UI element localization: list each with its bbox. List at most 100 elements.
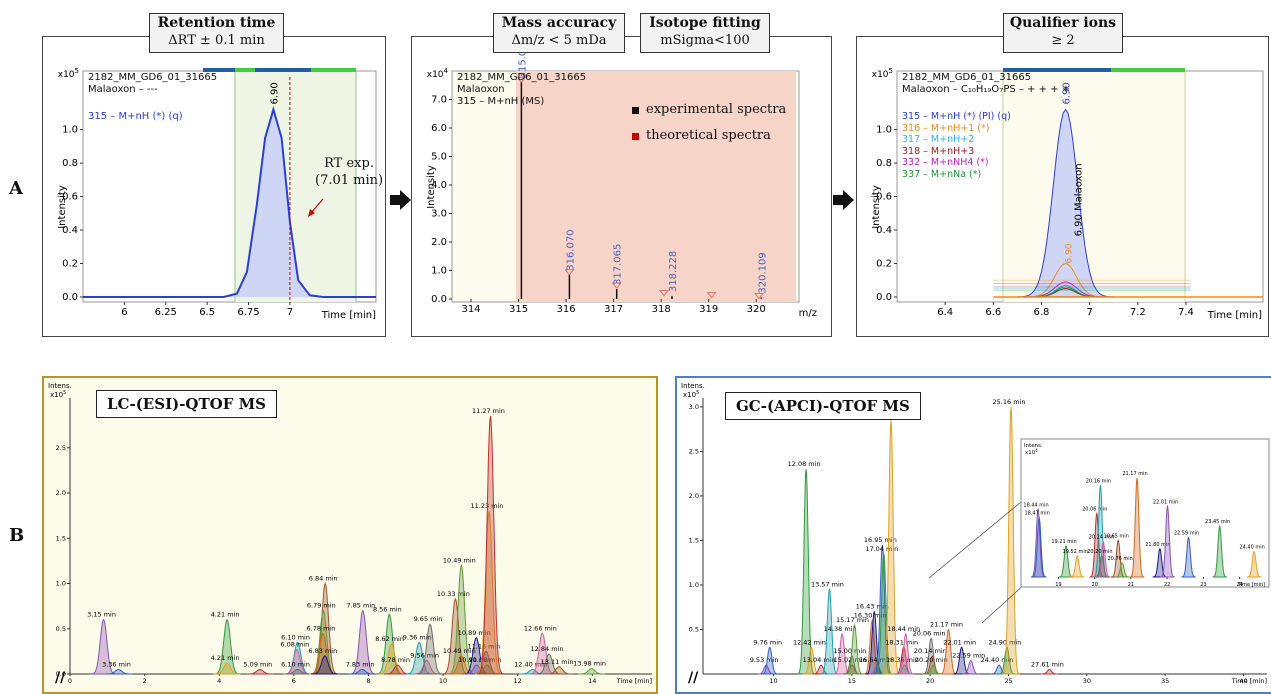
x-tick-label: 6.25 (155, 307, 177, 318)
legend-exp-swatch (632, 107, 639, 114)
peak-mz-label: 315.06 (517, 43, 528, 78)
chromatogram-peak (1040, 668, 1059, 675)
x-tick-label: 20 (1091, 582, 1097, 588)
b1-y-axis-label: Intens. (48, 382, 72, 390)
x-tick-label: 30 (1083, 677, 1091, 685)
peak-time-label: 9.36 min (403, 633, 432, 641)
peak-time-label: 6.10 min (281, 660, 310, 668)
eic-line-315 (83, 105, 376, 298)
chromatogram-peak (1212, 524, 1227, 578)
y-tick-label: 1.0 (876, 125, 892, 136)
peak-time-label: 22.01 min (943, 638, 976, 646)
peak-time-label: 13.04 min (803, 656, 836, 664)
x-axis-label: Time [min] (1231, 677, 1267, 685)
chromatogram-peak (1070, 554, 1085, 578)
peak-time-label: 9.53 min (750, 656, 779, 664)
peak-time-label: 9.76 min (753, 638, 782, 646)
a1-y-axis-label: Intensity (57, 185, 68, 229)
peak-time-label: 6.84 min (309, 575, 338, 583)
rt-expected-label-1: RT exp. (324, 156, 374, 171)
chromatogram-peak (375, 613, 403, 675)
chromatogram-peak (416, 623, 444, 675)
y-tick-label: 0.5 (689, 625, 699, 633)
chromatogram-peak (578, 668, 605, 675)
peak-time-label: 21.17 min (930, 620, 963, 628)
x-tick-label: 19 (1055, 582, 1061, 588)
peak-time-label: 3.15 min (87, 611, 116, 619)
header-qualifier-sub: ≥ 2 (1051, 33, 1075, 48)
y-tick-label: 6.0 (431, 123, 447, 134)
chromatogram-peak (349, 609, 377, 675)
peak-time-label: 3.36 min (102, 660, 131, 668)
x-tick-label: 6 (121, 307, 127, 318)
x-tick-label: 10 (439, 677, 447, 685)
axis-break-icon: // (688, 670, 699, 686)
y-tick-label: 0.4 (62, 225, 78, 236)
y-tick-label: 1.0 (62, 125, 78, 136)
header-mass-sub: Δm/z < 5 mDa (511, 33, 607, 48)
x-tick-label: 21 (1128, 582, 1134, 588)
x-tick-label: 0 (68, 677, 72, 685)
peak-time-label: 27.61 min (1031, 661, 1064, 669)
badge-lc-esi-qtof: LC-(ESI)-QTOF MS (96, 390, 278, 418)
legend-item: 317 – M+nH+2 (902, 134, 975, 145)
x-tick-label: 20 (926, 677, 934, 685)
x-tick-label: 25 (1004, 677, 1012, 685)
a1-y-multiplier: x105 (58, 67, 79, 80)
y-tick-label: 2.5 (56, 444, 66, 452)
x-tick-label: 7.2 (1130, 307, 1146, 318)
a2-sample-name: 2182_MM_GD6_01_31665 (457, 72, 587, 83)
legend-theo-swatch (632, 133, 639, 140)
chromatogram-peak (1030, 507, 1046, 578)
peak-time-label: 20.76 min (1108, 556, 1133, 562)
y-tick-label: 0.6 (62, 192, 78, 203)
y-tick-label: 0.0 (876, 292, 892, 303)
peak-time-label: 7.85 min (346, 602, 375, 610)
peak-time-label: 10.65 min (1104, 533, 1129, 539)
y-tick-label: 0.8 (876, 158, 892, 169)
x-tick-label: 6.4 (937, 307, 953, 318)
header-isotope-fitting: Isotope fitting mSigma<100 (640, 13, 770, 53)
header-mass-accuracy: Mass accuracy Δm/z < 5 mDa (493, 13, 625, 53)
peak-time-label: 20.20 min (915, 656, 948, 664)
peak-time-label: 11.18 min (469, 656, 502, 664)
peak-time-label: 12.66 min (524, 624, 557, 632)
y-tick-label: 1.0 (431, 266, 447, 277)
chromatogram-peak (873, 544, 892, 675)
peak-time-label: 20.06 min (1082, 507, 1107, 513)
header-retention-sub: ΔRT ± 0.1 min (168, 33, 265, 48)
chromatogram-peak (476, 416, 504, 675)
x-tick-label: 6.8 (1034, 307, 1050, 318)
peak-time-label: 22.59 min (952, 652, 985, 660)
header-mass-title: Mass accuracy (501, 15, 617, 31)
peak-time-label: 20.14 min (914, 647, 947, 655)
x-tick-label: 314 (461, 304, 480, 315)
rt-arrow-icon (308, 198, 324, 217)
chart-b1-svg: 0.0 0.5 1.0 1.5 2.0 2.5 0 2 4 6 8 10 12 14 Time [min] 3… (48, 382, 652, 686)
chromatogram-peak (1114, 562, 1130, 578)
a2-compound: Malaoxon (457, 84, 505, 95)
peak-time-label: 13.11 min (541, 658, 574, 666)
peak-time-label: 15.02 min (834, 656, 867, 664)
peak-time-label: 22.01 min (1153, 499, 1178, 505)
b2-y-multiplier: x105 (683, 390, 699, 399)
y-tick-label: 1.5 (689, 536, 699, 544)
peak-time-label: 9.56 min (410, 651, 439, 659)
x-tick-label: 7.4 (1178, 307, 1194, 318)
peak-time-label: 15.00 min (833, 647, 866, 655)
peak-label: 6.90 (269, 82, 280, 104)
y-tick-label: 1.0 (56, 580, 66, 588)
chromatogram-peak (874, 553, 893, 675)
panel-mass-accuracy: 0.0 1.0 2.0 3.0 4.0 5.0 6.0 7.0 314 315 316 317 318 3… (411, 36, 832, 337)
chromatogram-peak (797, 469, 815, 675)
badge-gc-apci-qtof: GC-(APCI)-QTOF MS (725, 392, 921, 420)
peak-time-label: 11.27 min (472, 407, 505, 415)
peak-mz-label: 317.065 (613, 244, 624, 285)
y-tick-label: 0.0 (431, 294, 447, 305)
b1-y-multiplier: x105 (50, 390, 66, 399)
x-tick-label: 40 (1239, 677, 1247, 685)
theoretical-peak-marker (658, 290, 670, 297)
x-tick-label: 6.75 (237, 307, 259, 318)
peak-time-label: 18.47 min (1024, 511, 1049, 517)
